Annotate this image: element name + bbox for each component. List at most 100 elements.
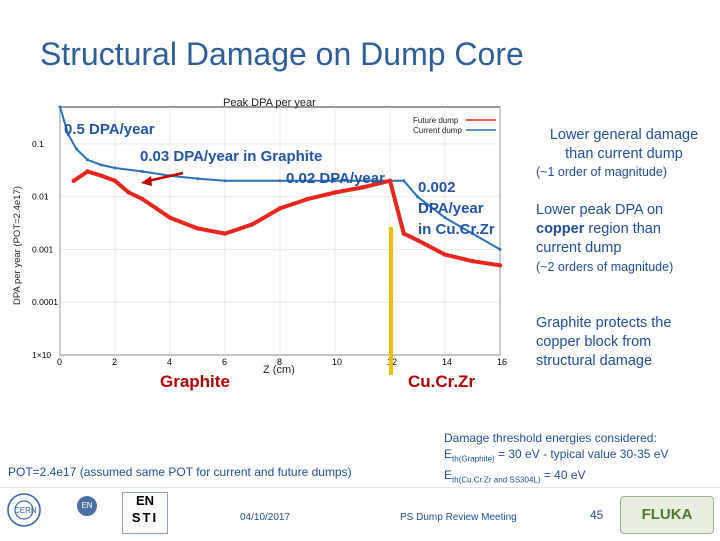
footer-page-number: 45 [590,508,604,522]
point3-line3: structural damage [536,353,653,369]
x-tick-label: 10 [332,357,342,367]
series-layer [58,105,503,268]
future-dump-point [442,252,448,257]
point2-line1: Lower peak DPA on [536,202,664,218]
current-dump-point [86,158,89,162]
threshold-e1: E [444,447,453,461]
current-dump-point [333,179,337,183]
future-dump-point [497,263,503,268]
y-tick-label: 0.0001 [32,297,58,307]
cern-logo-text: CERN [14,506,37,515]
point2-line2: copper region than [536,220,663,239]
footer-date: 04/10/2017 [240,512,291,523]
current-dump-point [471,232,474,236]
y-tick-label: 1×10 [32,350,51,360]
point2-note: (~2 orders of magnitude) [536,260,674,274]
legend: Future dump Current dump [413,116,496,135]
future-dump-point [332,190,338,195]
material-boundary-line [389,227,393,375]
future-dump-point [401,231,406,236]
future-dump-point [387,178,393,183]
annotation-graphite: 0.03 DPA/year in Graphite [140,148,323,165]
en-sti-logo: EN STI [122,492,168,534]
chart-title: Peak DPA per year [223,97,316,109]
threshold-line3: Eth(Cu.Cr.Zr and SS304L) = 40 eV [444,467,668,488]
future-dump-point [71,178,76,183]
current-dump-point [443,216,447,220]
future-dump-point [470,258,475,264]
legend-future: Future dump [413,116,459,125]
series-current-dump-line [59,106,501,251]
x-tick-label: 4 [167,357,172,367]
en-logo-icon: EN [77,496,97,516]
current-dump-point [416,195,419,199]
y-axis-label: DPA per year (POT=2.4e17) [12,186,23,305]
future-dump-point [277,206,283,211]
point2-line3: current dump [536,240,622,256]
future-dump-point [222,231,228,236]
x-tick-label: 2 [112,357,117,367]
footer-bar: CERN EN EN STI 04/10/2017 PS Dump Review… [0,487,720,541]
future-dump-point [154,206,159,211]
current-dump-point [196,177,199,181]
pot-note: POT=2.4e17 (assumed same POT for current… [8,465,352,479]
x-tick-label: 8 [277,357,282,367]
future-dump-point [305,196,310,202]
future-dump-point [167,215,173,220]
x-tick-label: 0 [57,357,62,367]
point-lower-peak-dpa: Lower peak DPA on copper region than cur… [536,201,663,258]
point1-line1: Lower general damage [549,127,699,143]
threshold-val2: = 40 eV [540,468,586,483]
point3-line2: copper block from [536,334,652,350]
current-dump-point [402,179,406,183]
x-tick-label: 14 [442,357,452,367]
label-cucrzr: Cu.Cr.Zr [408,372,476,391]
point-lower-general-damage: Lower general damage than current dump [536,126,712,164]
graphite-peak-arrow [147,171,184,183]
x-axis-label: Z (cm) [263,364,295,375]
current-dump-point [75,147,78,151]
current-dump-point [498,247,502,251]
future-dump-point [415,237,420,243]
future-dump-point [126,190,131,195]
slide-title: Structural Damage on Dump Core [40,36,524,72]
y-tick-label: 0.01 [32,192,49,202]
future-dump-point [85,169,90,174]
future-dump-point [360,185,365,190]
footer-meeting: PS Dump Review Meeting [400,512,517,523]
point1-note: (~1 order of magnitude) [536,165,667,179]
current-dump-point [58,105,62,109]
future-dump-point [195,226,200,231]
point2-line2-rest: region than [584,221,661,237]
annotation-cucrzr-line1: 0.002 [418,179,456,196]
current-dump-point [223,179,227,183]
annotation-current-flat: 0.02 DPA/year [286,170,385,187]
future-dump-point [250,222,255,227]
threshold-val1: = 30 eV - typical value 30-35 eV [494,447,669,461]
point2-copper: copper [536,221,585,237]
threshold-line2: Eth(Graphite) = 30 eV - typical value 30… [444,446,668,467]
graphite-peak-arrowhead [141,176,152,186]
annotation-peak-current: 0.5 DPA/year [64,121,155,138]
current-dump-point [278,179,282,183]
future-dump-point [112,178,118,183]
en-sti-logo-top: EN [135,493,155,508]
label-graphite: Graphite [160,372,230,391]
annotation-cucrzr: 0.002 DPA/year in Cu.Cr.Zr [418,177,495,240]
annotation-cucrzr-line2: DPA/year [418,200,484,217]
point-graphite-protects: Graphite protects the copper block from … [536,314,671,371]
x-tick-label: 16 [497,357,507,367]
damage-threshold-block: Damage threshold energies considered: Et… [444,430,668,489]
legend-current: Current dump [413,126,462,135]
future-dump-point [99,173,104,178]
threshold-e2: E [444,468,453,483]
en-sti-logo-bottom: STI [131,510,159,525]
current-dump-point [141,169,144,173]
threshold-line1: Damage threshold energies considered: [444,431,657,445]
current-dump-point [113,166,117,170]
point1-line2: than current dump [565,146,683,162]
x-tick-label: 6 [222,357,227,367]
cern-logo-icon: CERN [7,493,41,527]
threshold-sub1: th(Graphite) [452,454,495,464]
